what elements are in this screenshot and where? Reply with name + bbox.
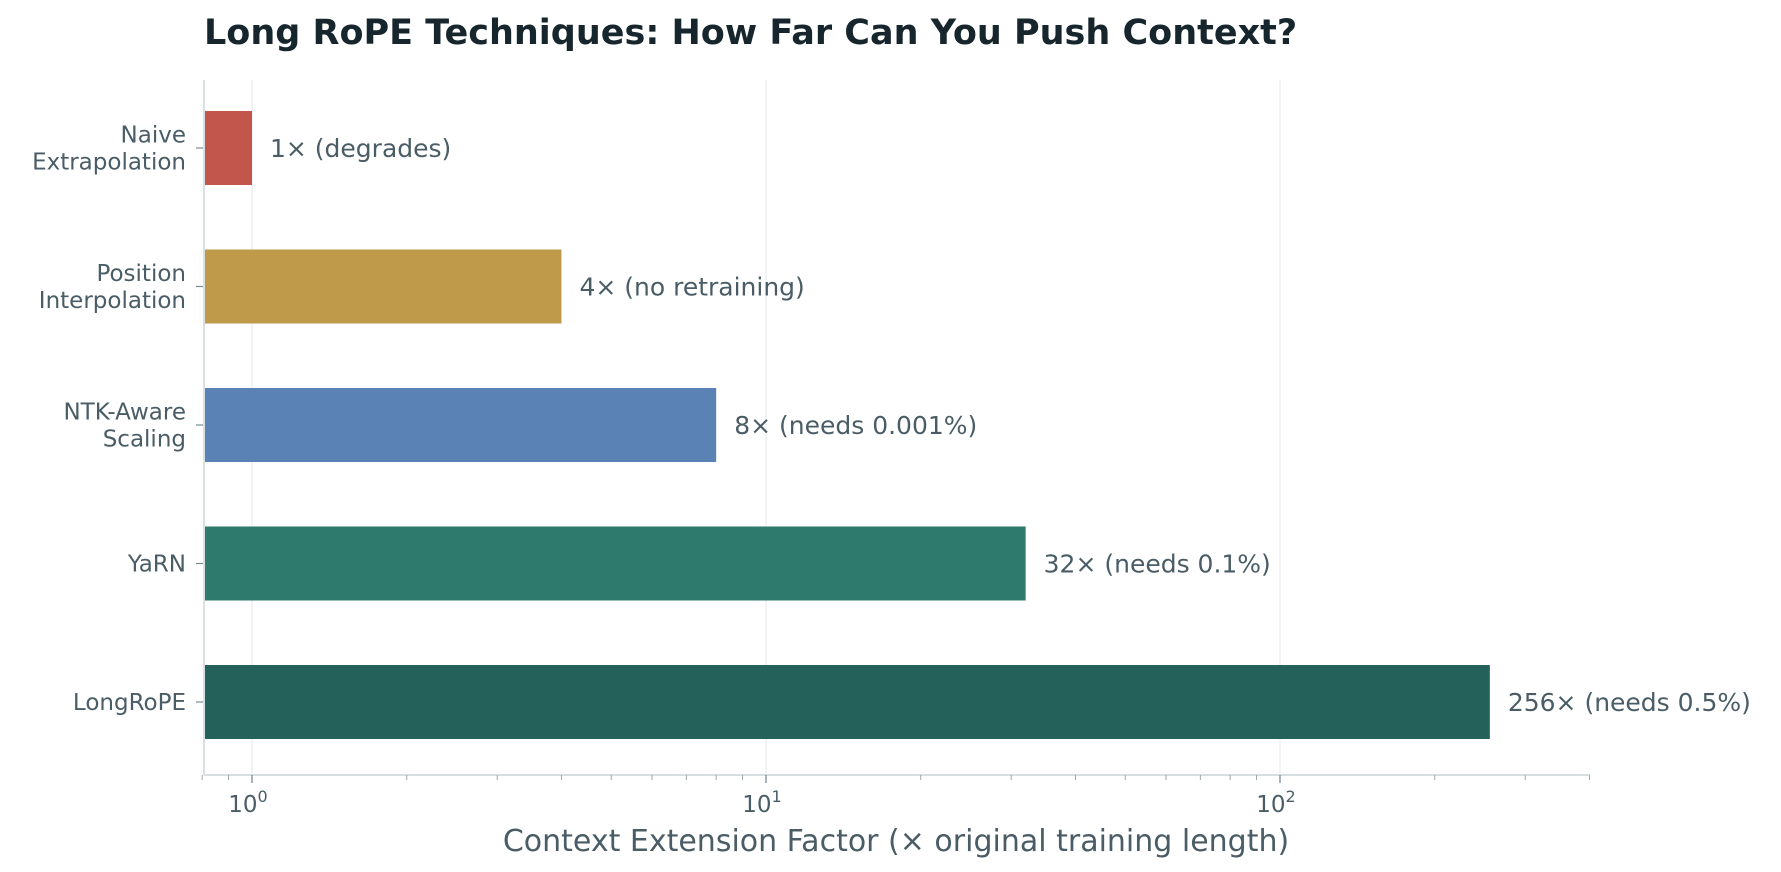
x-tick-label-0: 100 bbox=[228, 787, 267, 818]
bar-value-label-3: 32× (needs 0.1%) bbox=[1044, 550, 1271, 579]
bar-value-label-2: 8× (needs 0.001%) bbox=[734, 411, 977, 440]
bar-3 bbox=[205, 526, 1026, 601]
bar-value-label-0: 1× (degrades) bbox=[270, 134, 451, 163]
category-label-3: YaRN bbox=[127, 552, 186, 578]
category-label-1: Position Interpolation bbox=[39, 261, 186, 314]
axes: Naive Extrapolation Position Interpolation N… bbox=[32, 80, 1590, 818]
x-tick-label-2: 102 bbox=[1256, 787, 1295, 818]
category-label-2: NTK-Aware Scaling bbox=[63, 400, 186, 453]
bar-value-label-1: 4× (no retraining) bbox=[579, 273, 804, 302]
bars: 1× (degrades) 4× (no retraining) 8× (needs… bbox=[205, 111, 1751, 739]
bar-2 bbox=[205, 388, 717, 462]
bar-4 bbox=[205, 665, 1490, 739]
category-label-4: LongRoPE bbox=[73, 690, 186, 716]
chart-title: Long RoPE Techniques: How Far Can You Pu… bbox=[204, 13, 1297, 53]
bar-value-label-4: 256× (needs 0.5%) bbox=[1508, 688, 1751, 717]
x-tick-label-1: 101 bbox=[742, 787, 781, 818]
bar-0 bbox=[205, 111, 252, 185]
bar-1 bbox=[205, 249, 562, 324]
x-axis-title: Context Extension Factor (× original tra… bbox=[503, 824, 1289, 859]
category-label-0: Naive Extrapolation bbox=[32, 123, 186, 176]
